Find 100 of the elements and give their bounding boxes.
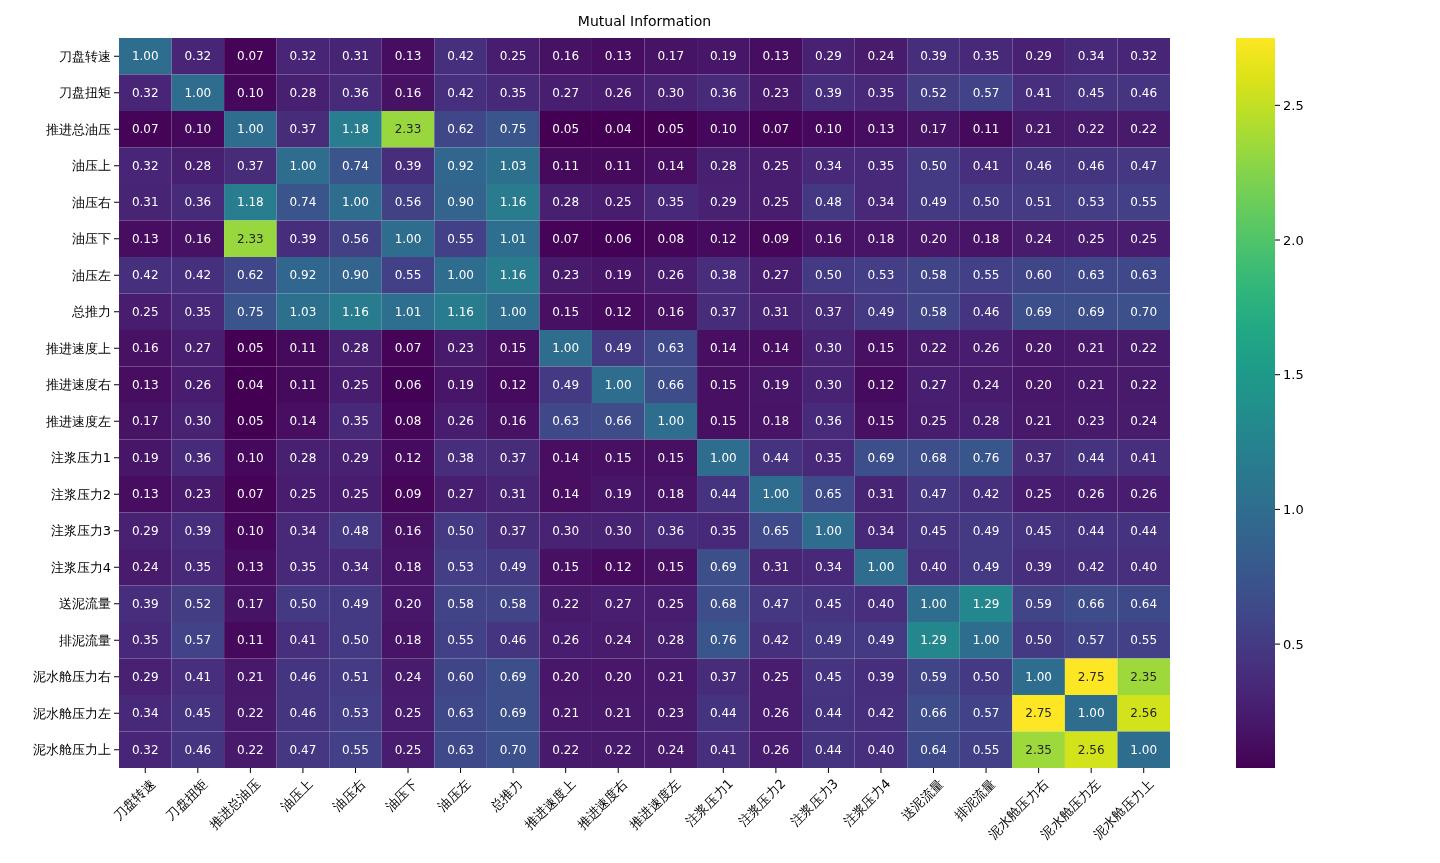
data-label: 0.15	[499, 341, 527, 356]
data-label: 0.30	[657, 85, 685, 100]
data-label: 0.25	[762, 158, 790, 173]
data-label: 0.13	[131, 487, 159, 502]
data-label: 0.39	[131, 596, 159, 611]
data-label: 0.35	[184, 560, 212, 575]
data-label: 0.47	[762, 596, 790, 611]
data-label: 0.36	[657, 523, 685, 538]
data-label: 0.55	[447, 231, 474, 246]
data-label: 0.05	[657, 122, 685, 137]
data-label: 0.27	[552, 85, 580, 100]
data-label: 0.35	[184, 304, 212, 319]
data-label: 0.92	[447, 158, 474, 173]
data-label: 0.35	[867, 158, 895, 173]
data-label: 0.15	[867, 341, 895, 356]
data-label: 0.25	[657, 596, 685, 611]
data-label: 0.24	[867, 49, 895, 64]
data-label: 0.23	[657, 706, 685, 721]
data-label: 0.07	[552, 231, 580, 246]
data-label: 0.49	[499, 560, 527, 575]
data-label: 0.11	[289, 341, 317, 356]
data-label: 0.09	[394, 487, 422, 502]
data-label: 0.92	[289, 268, 317, 283]
data-label: 0.10	[237, 85, 264, 100]
data-label: 0.20	[920, 231, 947, 246]
y-tick-label: 泥水舱压力右	[33, 669, 111, 685]
data-label: 0.63	[1077, 268, 1105, 283]
data-label: 0.30	[552, 523, 580, 538]
data-label: 0.53	[1077, 195, 1105, 210]
data-label: 0.25	[342, 487, 369, 502]
data-label: 1.16	[499, 268, 527, 283]
data-label: 0.25	[762, 669, 790, 684]
data-label: 0.12	[394, 450, 422, 465]
data-label: 0.53	[867, 268, 895, 283]
data-label: 0.32	[131, 158, 159, 173]
data-label: 0.12	[709, 231, 737, 246]
data-label: 0.25	[394, 742, 422, 757]
data-label: 0.35	[972, 49, 1000, 64]
data-label: 1.00	[972, 633, 1000, 648]
data-label: 0.16	[657, 304, 685, 319]
data-label: 0.22	[237, 706, 264, 721]
data-label: 0.31	[499, 487, 527, 502]
data-label: 0.17	[657, 49, 685, 64]
data-label: 0.11	[237, 633, 264, 648]
data-label: 0.25	[920, 414, 947, 429]
data-label: 0.42	[972, 487, 1000, 502]
data-label: 0.70	[1130, 304, 1158, 319]
data-label: 0.32	[289, 49, 317, 64]
data-label: 0.12	[499, 377, 527, 392]
data-label: 1.00	[709, 450, 737, 465]
data-label: 0.25	[762, 195, 790, 210]
data-label: 0.42	[1077, 560, 1105, 575]
data-label: 0.29	[709, 195, 737, 210]
data-label: 0.14	[552, 487, 580, 502]
data-label: 0.07	[237, 49, 264, 64]
data-label: 0.45	[815, 596, 842, 611]
y-tick-label: 注浆压力3	[50, 523, 111, 539]
data-label: 0.44	[1077, 523, 1105, 538]
y-tick-label: 泥水舱压力左	[33, 705, 111, 721]
data-label: 0.04	[604, 122, 632, 137]
data-label: 0.39	[184, 523, 212, 538]
data-label: 0.40	[1130, 560, 1158, 575]
x-tick-label: 注浆压力1	[682, 775, 736, 830]
data-label: 0.24	[1130, 414, 1158, 429]
data-label: 0.18	[867, 231, 895, 246]
data-label: 0.46	[289, 706, 317, 721]
y-tick-label: 推进速度右	[46, 377, 111, 393]
data-label: 0.22	[237, 742, 264, 757]
data-label: 0.24	[394, 669, 422, 684]
data-label: 0.37	[709, 669, 737, 684]
data-label: 0.46	[1025, 158, 1052, 173]
data-label: 0.34	[1077, 49, 1105, 64]
data-label: 0.10	[237, 450, 264, 465]
data-label: 0.16	[184, 231, 212, 246]
y-tick-label: 刀盘转速	[59, 48, 111, 64]
data-label: 0.10	[709, 122, 737, 137]
data-label: 0.23	[1077, 414, 1105, 429]
data-label: 0.12	[604, 304, 632, 319]
data-label: 1.01	[499, 231, 527, 246]
data-label: 0.37	[1025, 450, 1052, 465]
data-label: 0.12	[867, 377, 895, 392]
data-label: 2.56	[1130, 706, 1158, 721]
data-label: 0.28	[972, 414, 1000, 429]
data-label: 0.23	[552, 268, 580, 283]
data-label: 0.22	[1077, 122, 1105, 137]
data-label: 1.16	[447, 304, 474, 319]
data-label: 0.40	[920, 560, 947, 575]
x-tick-label: 送泥流量	[898, 775, 947, 824]
data-label: 0.25	[604, 195, 632, 210]
data-label: 0.28	[184, 158, 212, 173]
data-label: 0.69	[499, 706, 527, 721]
data-label: 0.58	[920, 268, 947, 283]
data-label: 0.26	[184, 377, 212, 392]
data-label: 0.26	[552, 633, 580, 648]
data-label: 0.57	[1077, 633, 1105, 648]
data-label: 0.07	[394, 341, 422, 356]
data-label: 0.41	[289, 633, 317, 648]
data-label: 1.00	[499, 304, 527, 319]
data-label: 0.42	[131, 268, 159, 283]
data-label: 0.48	[815, 195, 842, 210]
